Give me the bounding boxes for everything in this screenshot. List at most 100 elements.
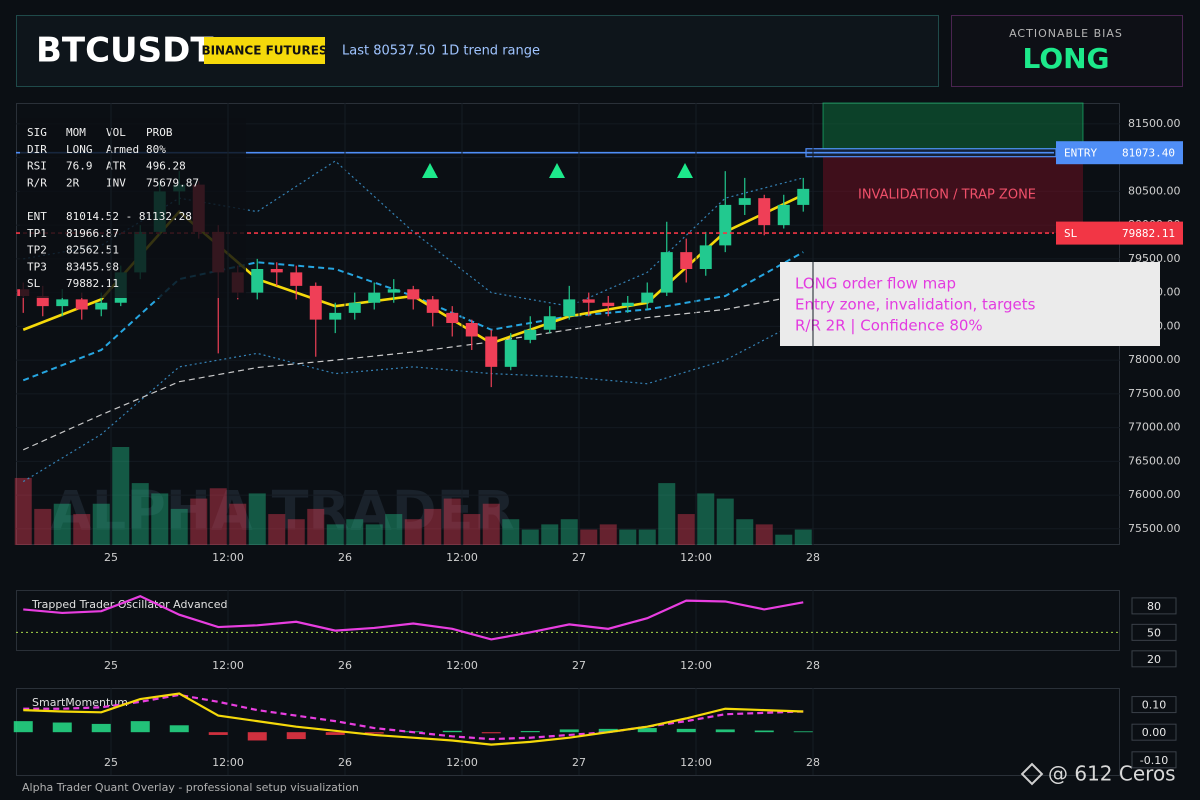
y-tick-box: [1131, 723, 1177, 741]
y-tick-label: 77000.00: [1128, 421, 1181, 434]
volume-bar: [34, 508, 52, 545]
x-tick-label: 12:00: [680, 659, 712, 672]
volume-bar: [73, 514, 91, 545]
histogram-bar: [637, 728, 657, 733]
histogram-bar: [676, 728, 696, 733]
x-tick-label: 12:00: [446, 756, 478, 769]
volume-bar: [229, 503, 247, 545]
candle-body: [797, 188, 810, 205]
candle-body: [270, 269, 283, 273]
volume-bar: [755, 524, 773, 545]
table-cell: PROB: [146, 126, 173, 139]
histogram-bar: [364, 732, 384, 734]
series-line: [23, 693, 804, 741]
x-tick-label: 12:00: [212, 551, 244, 564]
candle-body: [543, 316, 556, 330]
x-tick-label: 26: [338, 659, 352, 672]
candle-body: [348, 302, 361, 313]
y-tick-box: [1131, 623, 1177, 641]
y-tick-label: 0.00: [1142, 726, 1167, 739]
y-tick-label: 80: [1147, 600, 1161, 613]
table-cell: RSI: [27, 160, 47, 173]
x-tick-label: 12:00: [680, 551, 712, 564]
annotation-line: R/R 2R | Confidence 80%: [795, 317, 983, 335]
volume-bar: [170, 508, 188, 545]
volume-bar: [307, 508, 325, 545]
table-cell: SIG: [27, 126, 47, 139]
bias-value: LONG: [1022, 42, 1109, 75]
candle-body: [95, 302, 108, 310]
volume-bar: [794, 529, 812, 545]
y-tick-label: 79500.00: [1128, 252, 1181, 265]
histogram-bar: [208, 732, 228, 735]
volume-bar: [619, 529, 637, 545]
candle-body: [368, 292, 381, 303]
table-cell: TP1: [27, 227, 47, 240]
y-tick-label: 76500.00: [1128, 454, 1181, 467]
series-line: [23, 594, 804, 641]
candle-body: [699, 245, 712, 270]
y-tick-label: 75500.00: [1128, 522, 1181, 535]
annotation-line: Entry zone, invalidation, targets: [795, 296, 1036, 314]
y-tick-label: -0.10: [1140, 754, 1168, 767]
y-tick-box: [1131, 597, 1177, 615]
x-tick-label: 28: [806, 551, 820, 564]
volume-bar: [287, 519, 305, 545]
volume-bar: [716, 498, 734, 545]
table-cell: 2R: [66, 176, 80, 189]
candle-body: [641, 292, 654, 303]
histogram-bar: [559, 729, 579, 733]
volume-bar: [482, 503, 500, 545]
candle-body: [56, 299, 69, 307]
candle-body: [36, 295, 49, 307]
candle-body: [407, 289, 420, 300]
bias-panel: [951, 15, 1183, 87]
table-cell: TP2: [27, 244, 47, 257]
histogram-bar: [442, 730, 462, 733]
histogram-bar: [754, 730, 774, 733]
volume-bar: [463, 514, 481, 545]
annotation-line: LONG order flow map: [795, 275, 956, 293]
level-value: 79882.11: [1122, 227, 1175, 240]
invalidation-zone: [823, 156, 1083, 234]
level-name: SL: [1064, 227, 1078, 240]
exchange: BINANCE FUTURES: [201, 44, 327, 58]
table-cell: DIR: [27, 143, 47, 156]
volume-bar: [521, 529, 539, 545]
footer: Alpha Trader Quant Overlay - professiona…: [22, 781, 359, 794]
candle-body: [426, 299, 439, 313]
volume-bar: [736, 519, 754, 545]
level-tag: [1056, 141, 1183, 165]
candle-body: [504, 339, 517, 367]
x-tick-label: 27: [572, 551, 586, 564]
candle-body: [75, 299, 88, 310]
candle-body: [563, 299, 576, 317]
y-tick-label: 81500.00: [1128, 117, 1181, 130]
table-cell: 81014.52 - 81132.28: [66, 210, 192, 223]
histogram-bar: [286, 732, 306, 740]
indicator-line: [23, 160, 804, 307]
table-cell: 81966.87: [66, 227, 119, 240]
y-tick-label: 77500.00: [1128, 387, 1181, 400]
histogram-bar: [247, 732, 267, 741]
volume-bar: [92, 503, 110, 545]
zone-label: INVALIDATION / TRAP ZONE: [858, 187, 1036, 202]
candle-body: [485, 336, 498, 367]
volume-bar: [209, 488, 227, 545]
x-tick-label: 12:00: [446, 659, 478, 672]
histogram-bar: [520, 731, 540, 733]
volume-bar: [190, 498, 208, 545]
table-cell: 76.9: [66, 160, 93, 173]
panel-title: SmartMomentum: [32, 696, 128, 709]
table-cell: VOL: [106, 126, 126, 139]
candle-body: [446, 312, 459, 323]
indicator-line: [23, 294, 804, 451]
x-tick-label: 25: [104, 756, 118, 769]
histogram-bar: [13, 721, 33, 733]
table-cell: ENT: [27, 210, 47, 223]
y-tick-box: [1131, 696, 1177, 714]
histogram-bar: [715, 729, 735, 733]
series-line: [23, 692, 804, 746]
exchange-badge: [204, 37, 325, 64]
